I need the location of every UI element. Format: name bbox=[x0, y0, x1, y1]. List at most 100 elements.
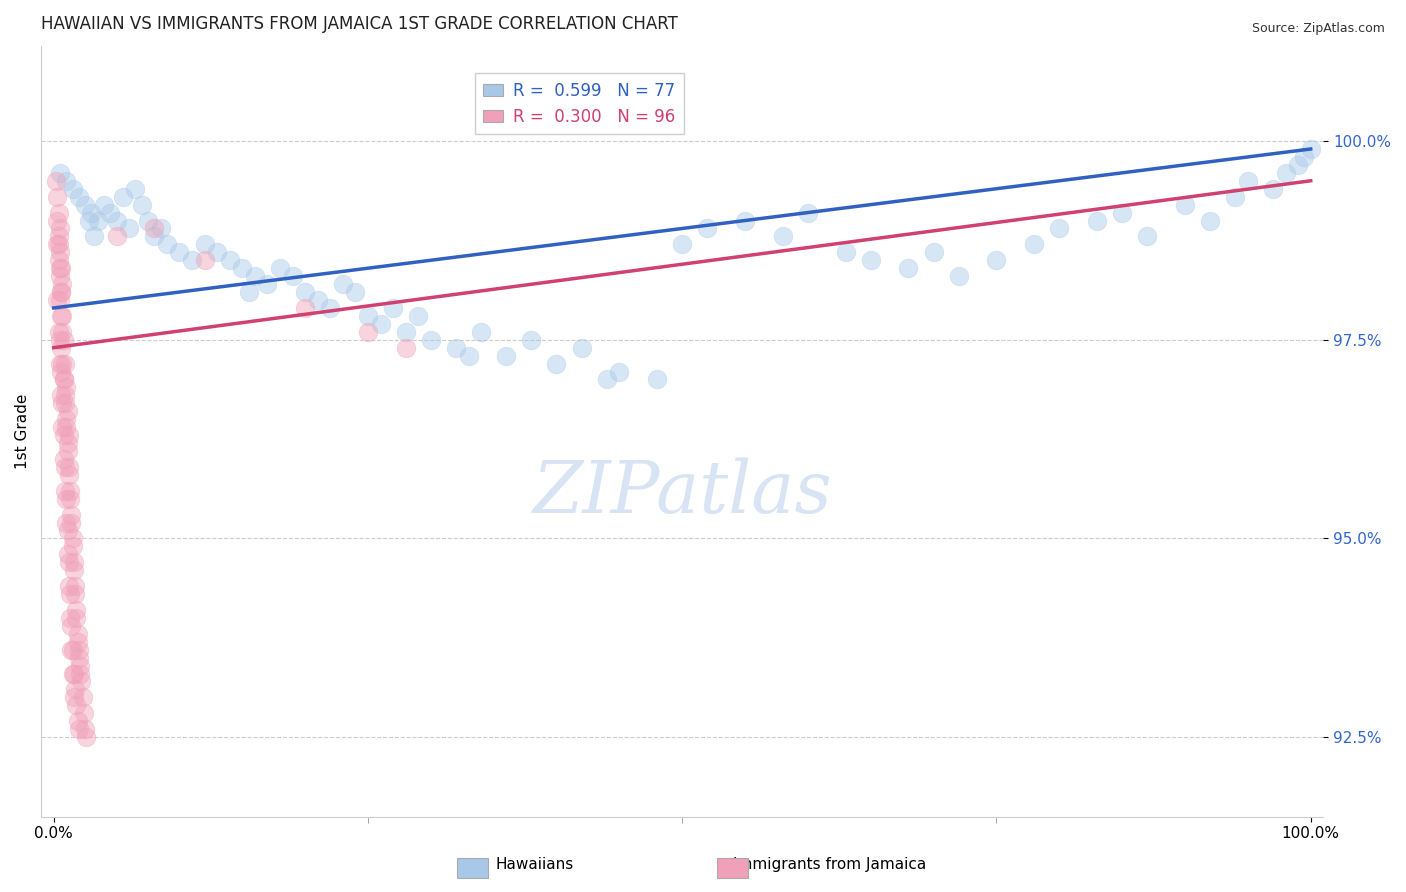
Point bbox=[1136, 229, 1159, 244]
Point bbox=[58, 467, 80, 482]
Point bbox=[169, 245, 191, 260]
Point bbox=[1294, 150, 1316, 164]
Point bbox=[48, 205, 70, 219]
Point bbox=[48, 229, 70, 244]
Point bbox=[77, 213, 100, 227]
Point bbox=[370, 317, 392, 331]
Point bbox=[55, 491, 77, 506]
Point bbox=[46, 293, 69, 307]
Point bbox=[52, 452, 75, 467]
Point bbox=[1299, 142, 1322, 156]
Point bbox=[520, 333, 543, 347]
Point bbox=[105, 229, 128, 244]
Text: ZIPatlas: ZIPatlas bbox=[533, 458, 832, 528]
Point bbox=[51, 309, 73, 323]
Point bbox=[53, 483, 76, 498]
Point bbox=[136, 213, 159, 227]
Point bbox=[63, 682, 86, 697]
Point bbox=[395, 325, 418, 339]
Point bbox=[357, 309, 380, 323]
Point bbox=[58, 428, 80, 442]
Point bbox=[63, 579, 86, 593]
Point bbox=[58, 579, 80, 593]
Point bbox=[52, 333, 75, 347]
Point bbox=[60, 642, 83, 657]
Point bbox=[72, 690, 94, 705]
Point bbox=[118, 221, 141, 235]
Point bbox=[62, 666, 84, 681]
Point bbox=[181, 253, 204, 268]
Point bbox=[93, 197, 115, 211]
Point bbox=[571, 341, 593, 355]
Point bbox=[48, 237, 70, 252]
Point bbox=[63, 587, 86, 601]
Point bbox=[62, 182, 84, 196]
Point bbox=[55, 516, 77, 530]
Point bbox=[51, 325, 73, 339]
Point bbox=[62, 555, 84, 569]
Point bbox=[797, 205, 820, 219]
Point bbox=[444, 341, 467, 355]
Point bbox=[51, 341, 73, 355]
Text: Immigrants from Jamaica: Immigrants from Jamaica bbox=[733, 857, 927, 872]
Point bbox=[49, 333, 72, 347]
Point bbox=[62, 532, 84, 546]
Point bbox=[56, 404, 79, 418]
Point bbox=[49, 166, 72, 180]
Point bbox=[609, 365, 631, 379]
Point bbox=[56, 547, 79, 561]
Point bbox=[922, 245, 945, 260]
Point bbox=[56, 524, 79, 538]
Point bbox=[859, 253, 882, 268]
Point bbox=[46, 189, 69, 203]
Point bbox=[46, 237, 69, 252]
Point bbox=[51, 365, 73, 379]
Point bbox=[60, 619, 83, 633]
Point bbox=[382, 301, 405, 315]
Text: Hawaiians: Hawaiians bbox=[495, 857, 574, 872]
Point bbox=[319, 301, 342, 315]
Point bbox=[495, 349, 517, 363]
Point bbox=[56, 444, 79, 458]
Point bbox=[52, 372, 75, 386]
Point bbox=[124, 182, 146, 196]
Point bbox=[1261, 182, 1284, 196]
Point bbox=[65, 698, 87, 713]
Point bbox=[66, 627, 89, 641]
Point bbox=[470, 325, 492, 339]
Point bbox=[53, 357, 76, 371]
Point bbox=[49, 261, 72, 276]
Point bbox=[69, 666, 91, 681]
Point bbox=[51, 420, 73, 434]
Point bbox=[105, 213, 128, 227]
Point bbox=[419, 333, 441, 347]
Point bbox=[67, 650, 90, 665]
Point bbox=[83, 229, 105, 244]
Point bbox=[131, 197, 153, 211]
Point bbox=[193, 237, 215, 252]
Point bbox=[294, 301, 316, 315]
Point bbox=[86, 213, 108, 227]
Point bbox=[256, 277, 278, 291]
Point bbox=[98, 205, 121, 219]
Text: Source: ZipAtlas.com: Source: ZipAtlas.com bbox=[1251, 22, 1385, 36]
Point bbox=[55, 174, 77, 188]
Point bbox=[48, 325, 70, 339]
Point bbox=[65, 603, 87, 617]
Point bbox=[1174, 197, 1197, 211]
Point bbox=[67, 642, 90, 657]
Point bbox=[344, 285, 367, 299]
Text: HAWAIIAN VS IMMIGRANTS FROM JAMAICA 1ST GRADE CORRELATION CHART: HAWAIIAN VS IMMIGRANTS FROM JAMAICA 1ST … bbox=[41, 15, 678, 33]
Point bbox=[269, 261, 291, 276]
Point bbox=[75, 197, 97, 211]
Point bbox=[645, 372, 668, 386]
Point bbox=[75, 722, 97, 736]
Point bbox=[243, 269, 266, 284]
Point bbox=[62, 540, 84, 554]
Point bbox=[1047, 221, 1070, 235]
Point bbox=[53, 459, 76, 474]
Point bbox=[671, 237, 693, 252]
Point bbox=[59, 491, 82, 506]
Point bbox=[52, 428, 75, 442]
Point bbox=[596, 372, 619, 386]
